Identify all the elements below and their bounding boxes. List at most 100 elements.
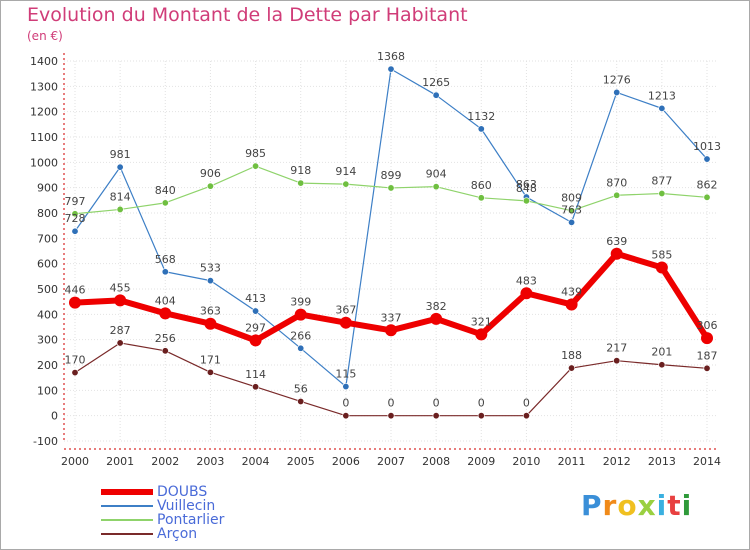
data-point-doubs [655, 261, 668, 274]
data-point-doubs [565, 298, 578, 311]
data-point-vuillecin [206, 277, 214, 285]
data-label-pontarlier: 797 [65, 195, 86, 208]
data-point-ar-on [387, 412, 395, 420]
x-tick-label: 2005 [287, 455, 315, 468]
data-label-doubs: 321 [471, 315, 492, 328]
data-point-pontarlier [613, 191, 621, 199]
data-point-vuillecin [387, 65, 395, 73]
legend-item-doubs: DOUBS [101, 485, 224, 499]
data-point-vuillecin [161, 268, 169, 276]
data-label-doubs: 455 [110, 281, 131, 294]
data-label-vuillecin: 981 [110, 148, 131, 161]
data-point-pontarlier [703, 193, 711, 201]
data-label-vuillecin: 115 [335, 368, 356, 381]
data-label-vuillecin: 1276 [603, 73, 631, 86]
data-point-doubs [430, 312, 443, 325]
data-point-ar-on [658, 361, 666, 369]
data-point-ar-on [477, 412, 485, 420]
data-label-pontarlier: 985 [245, 147, 266, 160]
data-label-ar-on: 0 [478, 397, 485, 410]
data-point-ar-on [568, 364, 576, 372]
data-point-doubs [69, 296, 81, 309]
proxiti-logo: Proxiti [581, 489, 692, 522]
data-label-ar-on: 170 [65, 354, 86, 367]
data-label-vuillecin: 1368 [377, 50, 405, 63]
data-label-vuillecin: 1265 [422, 76, 450, 89]
data-label-pontarlier: 904 [426, 168, 447, 181]
data-point-doubs [249, 334, 262, 347]
x-tick-label: 2006 [332, 455, 360, 468]
y-tick-label: 200 [37, 359, 58, 372]
data-point-doubs [114, 294, 127, 307]
data-label-pontarlier: 918 [290, 164, 311, 177]
logo-letter: t [667, 489, 682, 522]
legend-swatch-ar-on [101, 533, 153, 535]
x-tick-label: 2007 [377, 455, 405, 468]
data-point-pontarlier [252, 162, 260, 170]
data-point-vuillecin [342, 383, 350, 391]
data-label-doubs: 639 [606, 235, 627, 248]
data-label-ar-on: 0 [388, 397, 395, 410]
data-point-vuillecin [477, 125, 485, 133]
data-label-ar-on: 114 [245, 368, 266, 381]
legend-item-vuillecin: Vuillecin [101, 499, 224, 513]
data-label-doubs: 363 [200, 305, 221, 318]
data-point-ar-on [342, 412, 350, 420]
data-point-ar-on [613, 357, 621, 365]
data-point-ar-on [71, 369, 79, 377]
y-tick-label: 800 [37, 207, 58, 220]
x-tick-label: 2011 [558, 455, 586, 468]
logo-letter: P [581, 489, 603, 522]
data-label-pontarlier: 877 [651, 174, 672, 187]
data-point-pontarlier [71, 210, 79, 218]
data-label-vuillecin: 568 [155, 253, 176, 266]
data-label-doubs: 585 [651, 248, 672, 261]
data-label-ar-on: 0 [523, 397, 530, 410]
legend-item-pontarlier: Pontarlier [101, 513, 224, 527]
data-point-doubs [610, 247, 623, 260]
data-label-doubs: 446 [65, 284, 86, 297]
data-point-pontarlier [387, 184, 395, 192]
data-label-pontarlier: 899 [381, 169, 402, 182]
data-label-doubs: 306 [697, 319, 718, 332]
data-label-doubs: 439 [561, 285, 582, 298]
data-point-doubs [701, 332, 713, 345]
y-tick-label: 300 [37, 334, 58, 347]
y-tick-label: 900 [37, 182, 58, 195]
data-label-ar-on: 56 [294, 382, 308, 395]
legend-label-ar-on: Arçon [157, 526, 198, 542]
y-tick-label: 1300 [30, 80, 58, 93]
data-label-vuillecin: 266 [290, 329, 311, 342]
y-tick-label: 1000 [30, 156, 58, 169]
data-point-ar-on [522, 412, 530, 420]
logo-letter: i [681, 489, 693, 522]
legend-swatch-vuillecin [101, 505, 153, 507]
x-tick-label: 2000 [61, 455, 89, 468]
data-point-doubs [339, 316, 352, 329]
data-label-doubs: 337 [381, 311, 402, 324]
data-point-ar-on [297, 397, 305, 405]
data-point-vuillecin [116, 163, 124, 171]
x-tick-label: 2012 [603, 455, 631, 468]
data-point-pontarlier [206, 182, 214, 190]
data-label-doubs: 483 [516, 274, 537, 287]
y-tick-label: 1200 [30, 106, 58, 119]
data-point-pontarlier [432, 183, 440, 191]
y-tick-label: 600 [37, 258, 58, 271]
legend-label-vuillecin: Vuillecin [157, 498, 216, 514]
x-tick-label: 2014 [693, 455, 721, 468]
x-tick-label: 2010 [512, 455, 540, 468]
data-point-doubs [520, 287, 533, 300]
data-point-pontarlier [477, 194, 485, 202]
data-point-ar-on [432, 412, 440, 420]
data-point-pontarlier [297, 179, 305, 187]
data-point-pontarlier [658, 189, 666, 197]
y-tick-label: 1100 [30, 131, 58, 144]
x-tick-label: 2003 [196, 455, 224, 468]
data-label-vuillecin: 1132 [467, 110, 495, 123]
data-point-pontarlier [568, 207, 576, 215]
data-point-pontarlier [161, 199, 169, 207]
x-tick-label: 2002 [151, 455, 179, 468]
data-point-doubs [294, 308, 307, 321]
